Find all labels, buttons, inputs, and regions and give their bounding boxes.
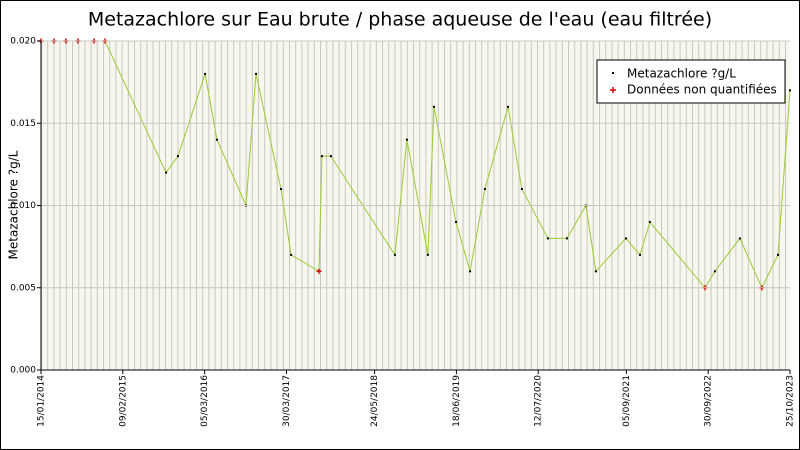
y-tick-label: 0.020 [10, 37, 36, 47]
legend-marker [612, 72, 614, 74]
point [432, 105, 435, 108]
x-tick-label: 05/03/2016 [200, 375, 210, 427]
legend-label: Metazachlore ?g/L [627, 67, 736, 81]
point [789, 89, 791, 92]
point [426, 253, 429, 256]
point [393, 253, 396, 256]
point [546, 237, 549, 240]
point [483, 188, 486, 191]
x-tick-label: 24/05/2018 [370, 375, 380, 427]
y-tick-label: 0.010 [10, 201, 36, 211]
point [216, 138, 219, 141]
chart-title: Metazachlore sur Eau brute / phase aqueu… [88, 9, 712, 31]
point [255, 72, 258, 75]
point [469, 270, 472, 273]
x-tick-label: 18/06/2019 [452, 375, 462, 427]
legend: Metazachlore ?g/L Données non quantifiées [596, 59, 786, 104]
legend-marker [610, 87, 616, 93]
point [648, 220, 651, 223]
point [165, 171, 168, 174]
point [520, 188, 523, 191]
x-tick-label: 25/10/2023 [786, 375, 796, 427]
point [638, 253, 641, 256]
x-tick-label: 09/02/2015 [118, 375, 128, 427]
x-tick-label: 15/01/2014 [37, 375, 47, 427]
x-tick-label: 12/07/2020 [534, 375, 544, 427]
x-tick-label: 05/09/2021 [622, 375, 632, 427]
point [565, 237, 568, 240]
point [329, 155, 332, 158]
y-tick-label: 0.015 [10, 119, 36, 129]
point [738, 237, 741, 240]
legend-box [596, 59, 786, 104]
legend-label: Données non quantifiées [627, 83, 777, 97]
y-tick-label: 0.005 [10, 283, 36, 293]
point [624, 237, 627, 240]
x-tick-label: 30/03/2017 [282, 375, 292, 427]
point [454, 220, 457, 223]
point [405, 138, 408, 141]
point [320, 155, 323, 158]
point [280, 188, 283, 191]
x-tick-label: 30/09/2022 [704, 375, 714, 427]
point [713, 270, 716, 273]
point [177, 155, 180, 158]
point [777, 253, 780, 256]
point [290, 253, 293, 256]
y-axis-label: Metazachlore ?g/L [7, 150, 21, 259]
point [204, 72, 207, 75]
y-tick-label: 0.000 [10, 366, 36, 376]
point [594, 270, 597, 273]
non-quantified-point [316, 268, 322, 274]
point [507, 105, 510, 108]
